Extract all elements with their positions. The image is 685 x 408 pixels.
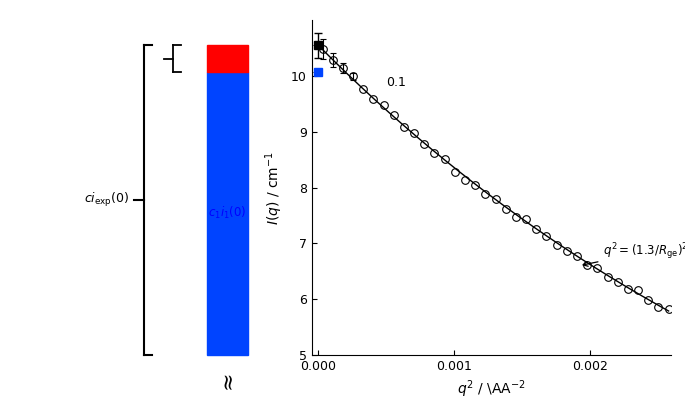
Text: $c_1 i_1(0)$: $c_1 i_1(0)$: [208, 205, 247, 222]
Bar: [207, 72, 248, 355]
Text: $ci_\mathrm{exp}(0)$: $ci_\mathrm{exp}(0)$: [84, 191, 129, 209]
Y-axis label: $I(q)$ / cm$^{-1}$: $I(q)$ / cm$^{-1}$: [264, 151, 286, 225]
Bar: [207, 45, 248, 72]
X-axis label: $q^2$ / \AA$^{-2}$: $q^2$ / \AA$^{-2}$: [457, 378, 526, 400]
Text: 0.1: 0.1: [386, 76, 406, 89]
Text: ≈: ≈: [216, 370, 239, 389]
Text: $c_\mathrm{a}\,i_\mathrm{a}(0)$: $c_\mathrm{a}\,i_\mathrm{a}(0)$: [209, 52, 247, 65]
Text: $q^2 = (1.3/R_\mathrm{ge})^2$: $q^2 = (1.3/R_\mathrm{ge})^2$: [583, 242, 685, 266]
